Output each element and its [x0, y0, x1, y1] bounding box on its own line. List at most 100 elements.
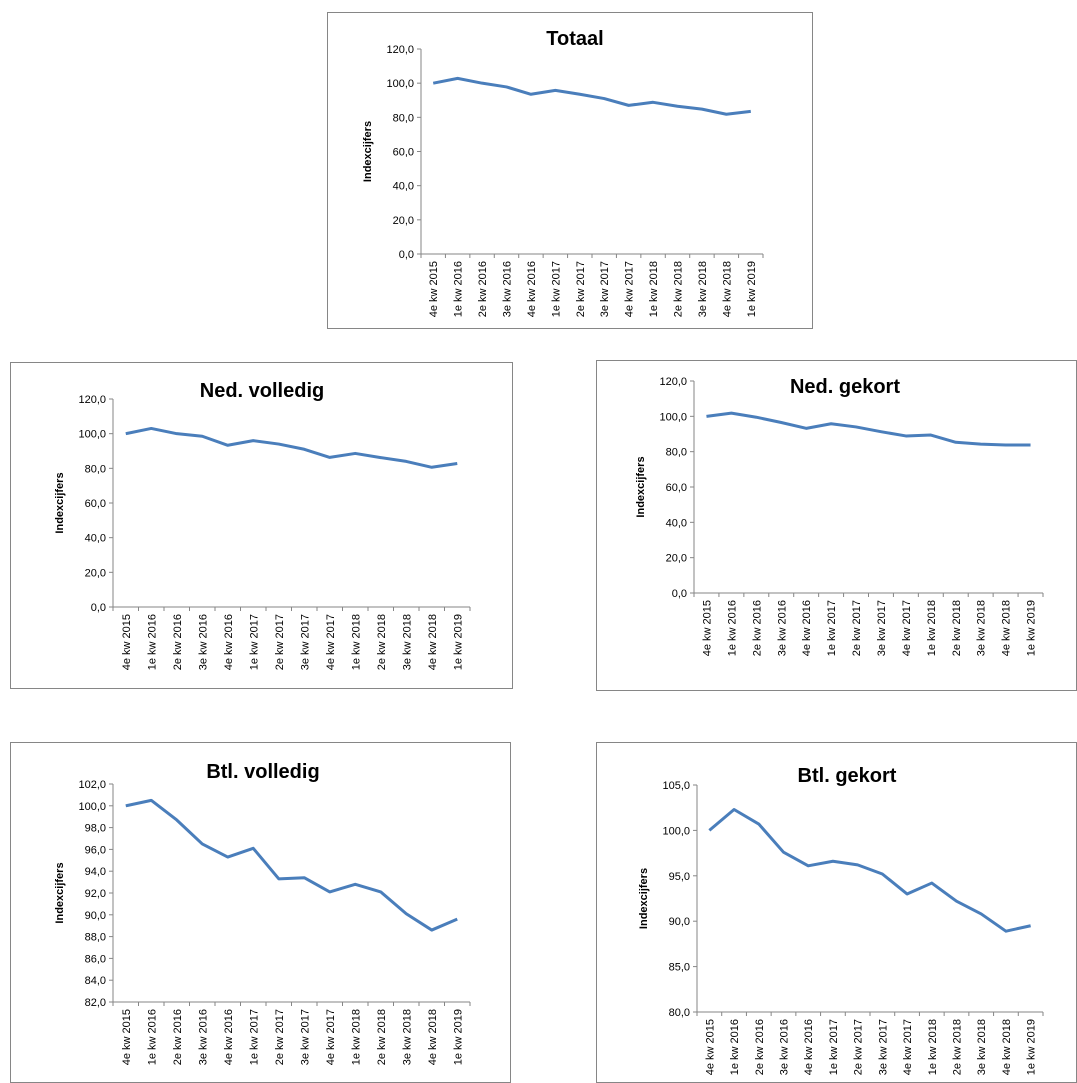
x-tick-label: 3e kw 2017: [299, 614, 311, 670]
x-tick-label: 1e kw 2017: [550, 261, 562, 317]
y-tick-label: 100,0: [386, 78, 414, 90]
x-tick-label: 3e kw 2016: [197, 614, 209, 670]
x-tick-label: 3e kw 2016: [197, 1009, 209, 1065]
x-tick-label: 3e kw 2018: [401, 1009, 413, 1065]
x-tick-label: 4e kw 2016: [803, 1019, 815, 1075]
x-tick-label: 1e kw 2018: [927, 1019, 939, 1075]
x-tick-label: 3e kw 2017: [877, 1019, 889, 1075]
chart-title: Ned. gekort: [790, 376, 900, 398]
y-tick-label: 100,0: [78, 801, 106, 813]
x-tick-label: 3e kw 2016: [779, 1019, 791, 1075]
y-tick-label: 84,0: [85, 975, 106, 987]
chart-title: Ned. volledig: [200, 380, 324, 402]
x-tick-label: 2e kw 2018: [951, 600, 963, 656]
x-tick-label: 1e kw 2016: [146, 614, 158, 670]
y-tick-label: 96,0: [85, 844, 106, 856]
x-tick-label: 4e kw 2018: [721, 261, 733, 317]
x-tick-label: 1e kw 2017: [248, 1009, 260, 1065]
x-tick-label: 2e kw 2017: [274, 1009, 286, 1065]
x-tick-label: 3e kw 2017: [299, 1009, 311, 1065]
chart-frame: [327, 12, 813, 329]
x-tick-label: 2e kw 2017: [853, 1019, 865, 1075]
x-tick-label: 1e kw 2016: [729, 1019, 741, 1075]
y-tick-label: 60,0: [85, 498, 106, 510]
y-axis-title: Indexcijfers: [635, 456, 647, 517]
y-axis-title: Indexcijfers: [362, 121, 374, 182]
x-tick-label: 2e kw 2016: [477, 261, 489, 317]
chart-frame: [596, 360, 1077, 691]
y-tick-label: 60,0: [393, 147, 414, 159]
x-tick-label: 2e kw 2018: [376, 1009, 388, 1065]
data-line: [125, 798, 458, 932]
x-tick-label: 4e kw 2017: [325, 1009, 337, 1065]
chart-title: Btl. gekort: [798, 765, 897, 787]
x-tick-label: 3e kw 2017: [876, 600, 888, 656]
x-tick-label: 3e kw 2018: [976, 600, 988, 656]
y-axis-title: Indexcijfers: [54, 472, 66, 533]
x-tick-label: 1e kw 2019: [746, 261, 758, 317]
x-tick-label: 1e kw 2019: [1026, 600, 1038, 656]
x-tick-label: 1e kw 2016: [146, 1009, 158, 1065]
x-tick-label: 2e kw 2016: [172, 614, 184, 670]
x-tick-label: 4e kw 2016: [223, 614, 235, 670]
x-tick-label: 4e kw 2015: [701, 600, 713, 656]
data-line: [432, 76, 751, 116]
x-tick-label: 4e kw 2017: [902, 1019, 914, 1075]
x-tick-label: 2e kw 2016: [754, 1019, 766, 1075]
chart-title: Btl. volledig: [206, 761, 319, 783]
x-tick-label: 1e kw 2019: [452, 614, 464, 670]
y-tick-label: 40,0: [666, 517, 687, 529]
chart-frame: [10, 362, 513, 689]
x-tick-label: 2e kw 2016: [751, 600, 763, 656]
y-tick-label: 105,0: [662, 780, 690, 792]
x-tick-label: 4e kw 2018: [1001, 1019, 1013, 1075]
y-tick-label: 20,0: [393, 215, 414, 227]
y-axis-title: Indexcijfers: [54, 862, 66, 923]
x-tick-label: 4e kw 2016: [223, 1009, 235, 1065]
y-tick-label: 98,0: [85, 823, 106, 835]
x-tick-label: 3e kw 2017: [599, 261, 611, 317]
x-tick-label: 4e kw 2018: [427, 1009, 439, 1065]
x-tick-label: 4e kw 2015: [121, 614, 133, 670]
y-tick-label: 94,0: [85, 866, 106, 878]
x-tick-label: 4e kw 2016: [801, 600, 813, 656]
x-tick-label: 4e kw 2015: [704, 1019, 716, 1075]
x-tick-label: 4e kw 2017: [901, 600, 913, 656]
x-tick-label: 3e kw 2016: [502, 261, 514, 317]
y-tick-label: 0,0: [672, 588, 687, 600]
y-tick-label: 120,0: [659, 376, 687, 388]
x-tick-label: 4e kw 2017: [325, 614, 337, 670]
x-tick-label: 1e kw 2019: [452, 1009, 464, 1065]
x-tick-label: 2e kw 2016: [172, 1009, 184, 1065]
x-tick-label: 2e kw 2018: [952, 1019, 964, 1075]
x-tick-label: 1e kw 2016: [453, 261, 465, 317]
y-tick-label: 0,0: [399, 249, 414, 261]
y-tick-label: 102,0: [78, 779, 106, 791]
y-tick-label: 86,0: [85, 953, 106, 965]
x-tick-label: 3e kw 2016: [776, 600, 788, 656]
y-tick-label: 100,0: [662, 825, 690, 837]
x-tick-label: 2e kw 2017: [851, 600, 863, 656]
x-tick-label: 4e kw 2016: [526, 261, 538, 317]
x-tick-label: 2e kw 2018: [673, 261, 685, 317]
x-tick-label: 2e kw 2017: [575, 261, 587, 317]
chart-title: Totaal: [546, 28, 603, 50]
data-line: [708, 808, 1031, 933]
data-line: [706, 411, 1031, 447]
y-tick-label: 80,0: [85, 463, 106, 475]
y-tick-label: 90,0: [85, 910, 106, 922]
y-tick-label: 20,0: [666, 553, 687, 565]
x-tick-label: 1e kw 2018: [350, 614, 362, 670]
y-tick-label: 92,0: [85, 888, 106, 900]
x-tick-label: 1e kw 2017: [828, 1019, 840, 1075]
x-tick-label: 1e kw 2017: [826, 600, 838, 656]
x-tick-label: 1e kw 2016: [726, 600, 738, 656]
x-tick-label: 4e kw 2018: [1001, 600, 1013, 656]
x-tick-label: 3e kw 2018: [401, 614, 413, 670]
y-tick-label: 60,0: [666, 482, 687, 494]
x-tick-label: 4e kw 2017: [624, 261, 636, 317]
x-tick-label: 2e kw 2017: [274, 614, 286, 670]
x-tick-label: 1e kw 2018: [648, 261, 660, 317]
x-tick-label: 1e kw 2018: [350, 1009, 362, 1065]
